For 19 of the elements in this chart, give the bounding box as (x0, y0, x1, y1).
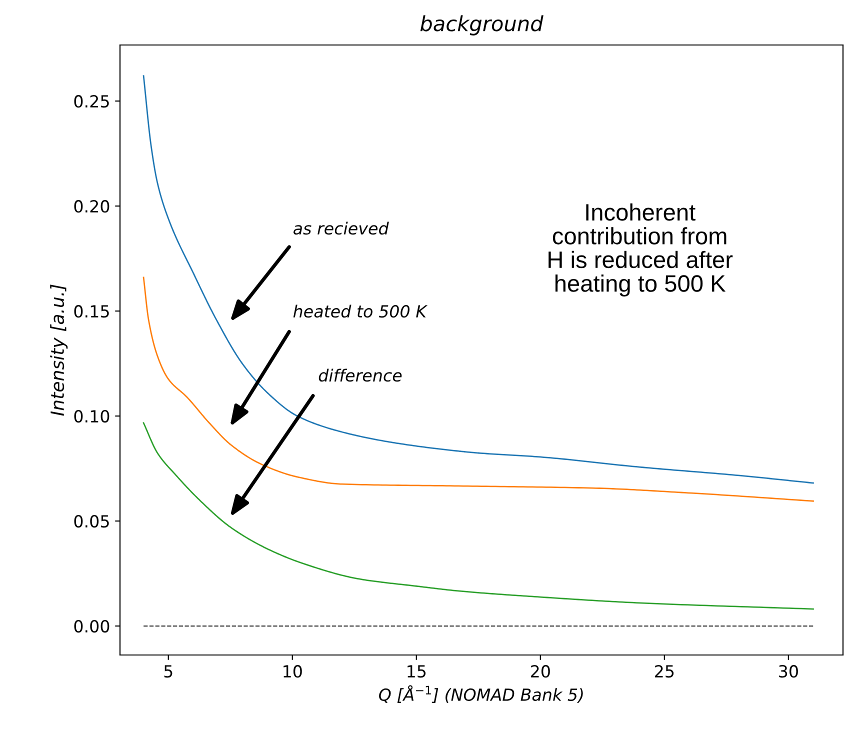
y-tick-label: 0.10 (74, 410, 110, 423)
x-axis-title: Q [Å$^{−1}$] (NOMAD Bank 5) (379, 685, 583, 703)
y-tick-label: 0.20 (74, 200, 110, 213)
annotation: heated to 500 K (293, 304, 428, 318)
annotation: difference (318, 368, 402, 382)
x-tick-label: 30 (779, 665, 798, 678)
x-tick-label: 25 (655, 665, 674, 678)
y-axis-title: Intensity [a.u.] (50, 284, 68, 416)
x-tick-label: 20 (531, 665, 550, 678)
y-tick-label: 0.00 (74, 620, 110, 633)
y-tick-label: 0.05 (74, 514, 109, 528)
chart-title: background (420, 15, 544, 36)
annotation: Incoherent contribution from H is reduced after heating to 500 K (548, 203, 733, 297)
x-tick-label: 5 (164, 665, 172, 678)
annotation: as recieved (293, 222, 389, 235)
y-tick-label: 0.25 (74, 95, 109, 108)
x-tick-label: 15 (408, 665, 426, 678)
x-tick-label: 10 (284, 665, 302, 678)
y-tick-label: 0.15 (74, 305, 109, 318)
